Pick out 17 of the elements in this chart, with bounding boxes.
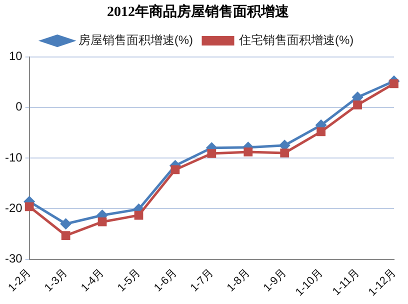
x-tick-label: 1-5月 bbox=[115, 266, 144, 294]
x-tick-label: 1-6月 bbox=[152, 266, 180, 294]
y-tick-label: 10 bbox=[8, 49, 23, 64]
y-tick-label: -20 bbox=[5, 201, 23, 216]
chart-title: 2012年商品房屋销售面积增速 bbox=[107, 3, 290, 20]
y-tick-label: -30 bbox=[5, 252, 23, 266]
x-tick-label: 1-3月 bbox=[42, 266, 70, 294]
y-tick-label: -10 bbox=[5, 150, 23, 164]
y-tick-label: 0 bbox=[16, 100, 23, 114]
x-tick-label: 1-2月 bbox=[6, 266, 34, 294]
x-tick-label: 1-11月 bbox=[330, 266, 362, 298]
x-tick-label: 1-8月 bbox=[224, 266, 252, 294]
legend-label: 住宅销售面积增速(%) bbox=[238, 33, 354, 48]
legend-label: 房屋销售面积增速(%) bbox=[78, 33, 194, 48]
x-tick-label: 1-4月 bbox=[79, 266, 107, 294]
x-tick-label: 1-9月 bbox=[261, 266, 289, 294]
x-tick-label: 1-7月 bbox=[188, 266, 216, 294]
